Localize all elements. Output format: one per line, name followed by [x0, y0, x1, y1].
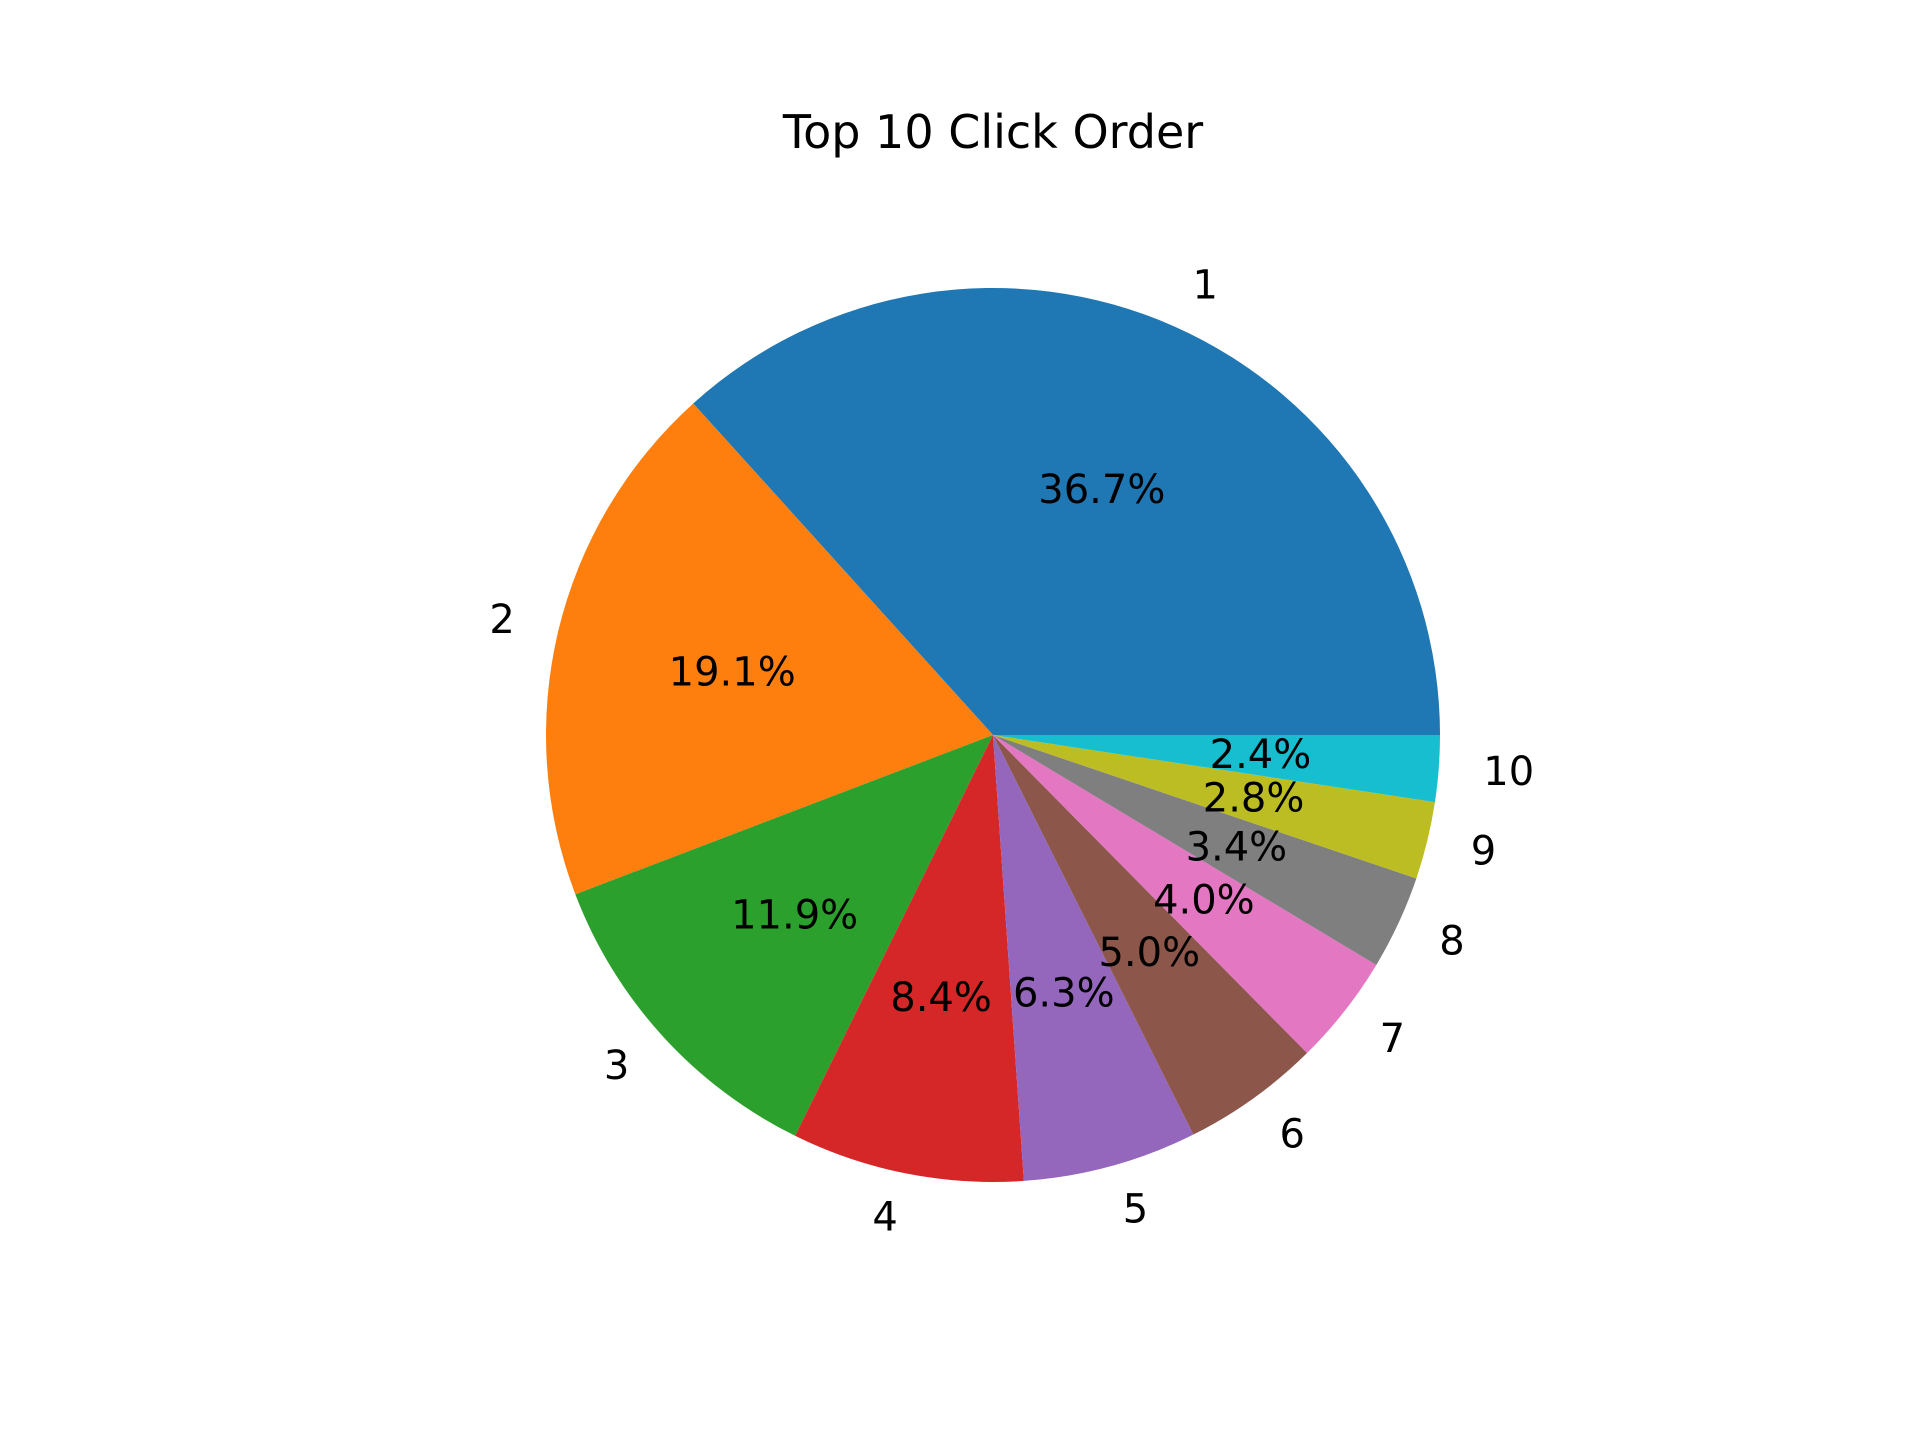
- pie-slice-1: [693, 287, 1440, 735]
- slice-percent-9: 2.8%: [1203, 775, 1305, 821]
- slice-percent-4: 8.4%: [890, 975, 992, 1021]
- slice-label-6: 6: [1280, 1112, 1305, 1158]
- slice-label-4: 4: [872, 1194, 897, 1240]
- slice-label-9: 9: [1471, 828, 1496, 874]
- pie-slice-10: [993, 735, 1440, 803]
- pie-slice-5: [993, 735, 1194, 1181]
- slice-label-2: 2: [489, 597, 514, 643]
- chart-title: Top 10 Click Order: [782, 105, 1203, 159]
- slice-percent-6: 5.0%: [1098, 930, 1200, 976]
- slices-layer: [546, 287, 1440, 1182]
- slice-label-1: 1: [1193, 263, 1218, 309]
- slice-label-3: 3: [604, 1043, 629, 1089]
- slice-percent-10: 2.4%: [1210, 732, 1312, 778]
- pie-slice-7: [993, 735, 1377, 1054]
- slice-label-7: 7: [1380, 1016, 1405, 1062]
- pie-slice-6: [993, 735, 1308, 1135]
- slice-percent-5: 6.3%: [1013, 971, 1115, 1017]
- slice-percent-1: 36.7%: [1038, 467, 1165, 513]
- pie-slice-3: [575, 735, 993, 1136]
- pie-slice-2: [546, 403, 993, 895]
- slice-percent-2: 19.1%: [669, 649, 796, 695]
- slice-label-10: 10: [1483, 749, 1534, 795]
- pie-slice-4: [795, 735, 1024, 1182]
- slice-percent-7: 4.0%: [1153, 878, 1255, 924]
- slice-percent-8: 3.4%: [1186, 825, 1288, 871]
- slice-percent-3: 11.9%: [731, 893, 858, 939]
- slice-label-8: 8: [1439, 919, 1464, 965]
- labels-layer: 1 36.7% 2 19.1% 3 11.9% 4 8.4% 5 6.3% 6 5.0% 7 4.0% 8 3…: [489, 263, 1534, 1241]
- slice-label-5: 5: [1123, 1186, 1148, 1232]
- pie-slice-9: [993, 735, 1435, 879]
- pie-slice-8: [993, 735, 1417, 965]
